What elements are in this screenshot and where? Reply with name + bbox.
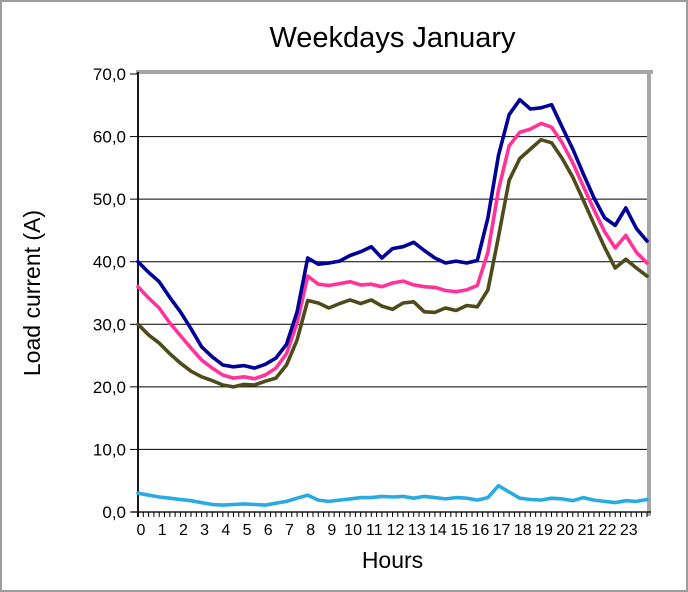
- x-tick-label: 9: [327, 522, 336, 539]
- x-tick-label: 0: [137, 522, 146, 539]
- x-tick-label: 12: [387, 522, 405, 539]
- x-tick-label: 10: [344, 522, 362, 539]
- y-tick-label: 30,0: [93, 315, 126, 334]
- x-tick-label: 2: [179, 522, 188, 539]
- x-tick-label: 16: [471, 522, 489, 539]
- x-tick-label: 21: [577, 522, 595, 539]
- x-tick-label: 7: [285, 522, 294, 539]
- x-tick-label: 23: [620, 522, 638, 539]
- y-tick-label: 10,0: [93, 440, 126, 459]
- x-tick-label: 19: [535, 522, 553, 539]
- y-tick-label: 40,0: [93, 253, 126, 272]
- x-tick-label: 6: [264, 522, 273, 539]
- x-tick-label: 8: [306, 522, 315, 539]
- x-tick-label: 13: [408, 522, 426, 539]
- y-tick-label: 0,0: [102, 503, 126, 522]
- x-tick-label: 15: [450, 522, 468, 539]
- x-tick-label: 5: [243, 522, 252, 539]
- series-line-light-blue: [136, 483, 649, 507]
- x-tick-label: 22: [599, 522, 617, 539]
- x-tick-label: 18: [514, 522, 532, 539]
- plot-frame-right: [647, 70, 651, 516]
- x-axis-title: Hours: [361, 547, 424, 573]
- x-tick-label: 17: [493, 522, 511, 539]
- y-tick-label: 50,0: [93, 190, 126, 209]
- chart-title: Weekdays January: [269, 22, 516, 54]
- y-tick-label: 20,0: [93, 378, 126, 397]
- plot-frame-top: [136, 70, 653, 74]
- x-tick-label: 14: [429, 522, 447, 539]
- y-tick-label: 70,0: [93, 65, 126, 84]
- series-line-magenta: [136, 121, 649, 381]
- x-tick-label: 3: [200, 522, 209, 539]
- x-tick-label: 4: [221, 522, 230, 539]
- y-tick-label: 60,0: [93, 128, 126, 147]
- x-tick-label: 11: [366, 522, 383, 539]
- series-line-dark-blue: [136, 97, 649, 370]
- x-tick-label: 20: [556, 522, 574, 539]
- x-tick-label: 1: [158, 522, 167, 539]
- series-line-dark-olive: [136, 137, 649, 389]
